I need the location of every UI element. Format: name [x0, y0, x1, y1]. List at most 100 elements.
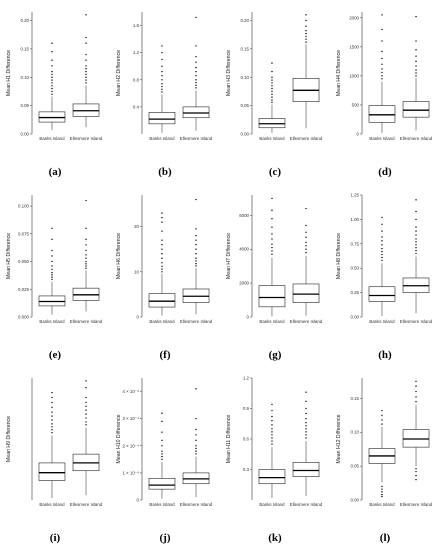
y-tick-label: 4 × 10⁻⁴	[122, 389, 139, 394]
box-ellesmere	[292, 14, 320, 129]
outlier-point	[51, 87, 53, 90]
outlier-point	[415, 478, 417, 481]
outlier-point	[415, 385, 417, 387]
outlier-point	[161, 253, 163, 255]
outlier-point	[195, 434, 197, 436]
box-ellesmere	[182, 16, 210, 131]
outlier-point	[161, 70, 163, 73]
outlier-point	[271, 90, 273, 93]
outlier-point	[195, 388, 197, 390]
outlier-point	[161, 268, 163, 270]
outlier-point	[271, 250, 273, 252]
panel-label: (h)	[378, 349, 392, 361]
panel-label: (j)	[159, 532, 171, 544]
outlier-point	[161, 271, 163, 273]
outlier-point	[85, 14, 87, 16]
outlier-point	[415, 210, 417, 213]
outlier-point	[161, 216, 163, 219]
outlier-point	[305, 30, 307, 32]
outlier-point	[195, 428, 197, 431]
outlier-point	[85, 405, 87, 408]
y-tick-label: 0.10	[20, 75, 29, 80]
outlier-point	[271, 96, 273, 98]
y-axis-label: Mean H9 Difference	[6, 416, 12, 462]
x-tick-label: Ellesmere Island	[70, 136, 103, 141]
outlier-point	[305, 407, 307, 410]
y-tick-label: 4000	[239, 247, 249, 252]
boxplot-c: 0.00 0.05 0.10 0.15 0.20 Mean H3 Difference Ba…	[226, 12, 323, 141]
box-ellesmere	[402, 199, 430, 314]
outlier-point	[161, 212, 163, 214]
y-tick-label: 0.00	[350, 498, 359, 503]
y-axis-label: Mean H1 Difference	[6, 50, 12, 96]
outlier-point	[51, 406, 53, 408]
outlier-point	[415, 60, 417, 63]
outlier-point	[51, 431, 53, 434]
x-tick-label: Ellesmere Island	[290, 502, 323, 507]
panel-c: 0.00 0.05 0.10 0.15 0.20 Mean H3 Difference Ba…	[220, 0, 330, 183]
y-tick-label: 0.20	[240, 18, 249, 23]
y-axis-label: Mean H12 Difference	[336, 414, 342, 463]
outlier-point	[305, 400, 307, 403]
box-iqr	[292, 462, 320, 477]
panel-label: (b)	[158, 166, 172, 178]
outlier-point	[381, 491, 383, 493]
outlier-point	[381, 78, 383, 80]
panel-l: 0.00 0.05 0.10 0.15 Mean H12 Difference Banks…	[330, 366, 440, 549]
outlier-point	[195, 75, 197, 77]
outlier-point	[51, 401, 53, 404]
outlier-point	[161, 244, 163, 246]
y-axis-label: Mean H10 Difference	[116, 414, 122, 463]
y-tick-label: 2 × 10⁻⁴	[122, 443, 139, 448]
outlier-point	[381, 419, 383, 421]
y-tick-label: 1000	[349, 73, 359, 78]
outlier-point	[85, 421, 87, 423]
outlier-point	[195, 198, 197, 201]
outlier-point	[305, 14, 307, 16]
outlier-point	[195, 439, 197, 442]
panel-label: (e)	[48, 349, 62, 361]
outlier-point	[85, 417, 87, 419]
outlier-point	[51, 249, 53, 252]
y-tick-label: 500	[352, 102, 360, 107]
panel-e: 0.000 0.025 0.050 0.075 0.100 Mean H5 Differe…	[0, 183, 110, 366]
outlier-point	[381, 240, 383, 242]
outlier-point	[305, 32, 307, 35]
outlier-point	[415, 15, 417, 18]
panel-label: (c)	[268, 166, 282, 178]
boxplot-f: 0 10 20 Mean H6 Difference Banks Island Elles…	[116, 195, 213, 324]
outlier-point	[85, 70, 87, 73]
outlier-point	[415, 234, 417, 236]
x-tick-label: Banks Island	[149, 502, 175, 507]
outlier-point	[195, 87, 197, 89]
boxplot-a: 0.00 0.05 0.10 0.15 0.20 Mean H1 Difference Ba…	[6, 12, 103, 141]
outlier-point	[271, 233, 273, 235]
outlier-point	[51, 274, 53, 276]
outlier-point	[51, 260, 53, 263]
outlier-point	[305, 248, 307, 250]
outlier-point	[415, 230, 417, 232]
y-tick-label: 0.050	[18, 259, 30, 264]
outlier-point	[381, 14, 383, 16]
outlier-point	[161, 455, 163, 458]
boxplot-l: 0.00 0.05 0.10 0.15 Mean H12 Difference Banks…	[336, 378, 433, 507]
outlier-point	[85, 396, 87, 399]
panel-label: (f)	[159, 349, 171, 361]
outlier-point	[415, 238, 417, 240]
box-banks	[368, 409, 396, 498]
y-tick-label: 0.05	[350, 464, 359, 469]
x-tick-label: Banks Island	[369, 502, 395, 507]
outlier-point	[381, 75, 383, 77]
outlier-point	[161, 88, 163, 90]
outlier-point	[51, 423, 53, 425]
box-iqr	[148, 293, 176, 308]
outlier-point	[51, 391, 53, 394]
outlier-point	[85, 424, 87, 426]
outlier-point	[415, 226, 417, 228]
outlier-point	[85, 42, 87, 44]
y-tick-label: 2000	[349, 15, 359, 20]
panel-j: 0 1 × 10⁻⁴ 2 × 10⁻⁴ 3 × 10⁻⁴ 4 × 10⁻⁴ Mean H1…	[110, 366, 220, 549]
outlier-point	[85, 53, 87, 56]
outlier-point	[381, 423, 383, 425]
box-ellesmere	[402, 380, 430, 481]
